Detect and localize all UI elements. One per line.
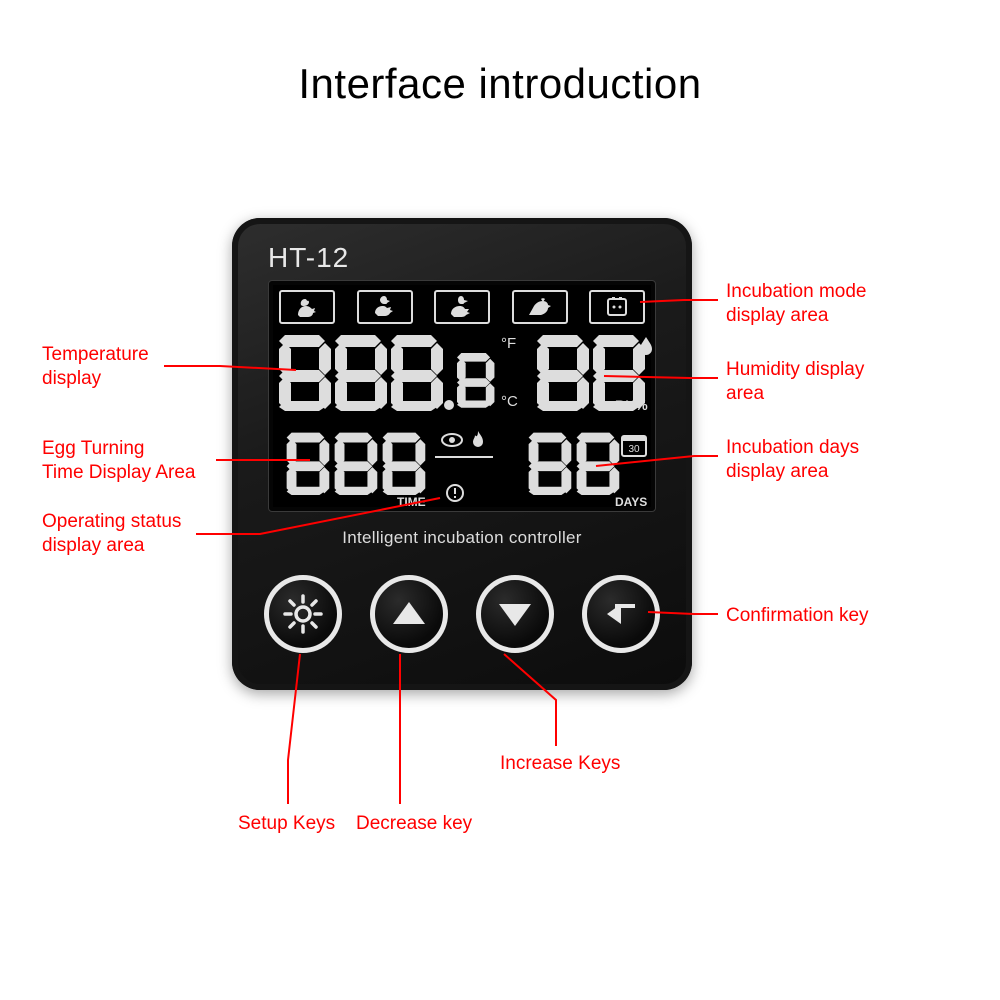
page-title: Interface introduction [0, 60, 1000, 108]
pigeon-icon [512, 290, 568, 324]
setup-button[interactable] [264, 575, 342, 653]
callout-humidity: Humidity display area [726, 358, 864, 406]
callout-mode: Incubation mode display area [726, 280, 867, 328]
status-divider [435, 456, 493, 458]
flame-icon [471, 431, 485, 454]
days-label: DAYS [615, 495, 647, 509]
device-subtitle: Intelligent incubation controller [232, 528, 692, 548]
callout-confirm: Confirmation key [726, 604, 869, 628]
drop-icon [639, 337, 653, 360]
eye-icon [441, 433, 463, 452]
custom-icon [589, 290, 645, 324]
callout-temperature: Temperature display [42, 343, 149, 391]
model-label: HT-12 [268, 242, 349, 274]
callout-days: Incubation days display area [726, 436, 859, 484]
callout-setup: Setup Keys [238, 812, 335, 836]
chicken-icon [279, 290, 335, 324]
button-row [264, 568, 660, 660]
confirm-button[interactable] [582, 575, 660, 653]
decrease-button[interactable] [370, 575, 448, 653]
alert-icon [445, 483, 465, 508]
lcd-screen: °F °C RH% TIME [268, 280, 656, 512]
time-label: TIME [397, 495, 426, 509]
duck-icon [357, 290, 413, 324]
time-display [285, 431, 443, 497]
callout-increase: Increase Keys [500, 752, 620, 776]
rh-label: RH% [615, 397, 648, 413]
days-display [527, 431, 627, 497]
calendar-icon: 30 [621, 433, 647, 462]
unit-c: °C [501, 393, 518, 410]
increase-button[interactable] [476, 575, 554, 653]
temperature-display [277, 333, 497, 413]
goose-icon [434, 290, 490, 324]
svg-text:30: 30 [628, 444, 640, 455]
mode-icon-row [279, 289, 645, 325]
unit-f: °F [501, 335, 516, 352]
device-bezel: HT-12 [232, 218, 692, 690]
callout-eggturning: Egg Turning Time Display Area [42, 437, 195, 485]
callout-decrease: Decrease key [356, 812, 472, 836]
callout-status: Operating status display area [42, 510, 181, 558]
